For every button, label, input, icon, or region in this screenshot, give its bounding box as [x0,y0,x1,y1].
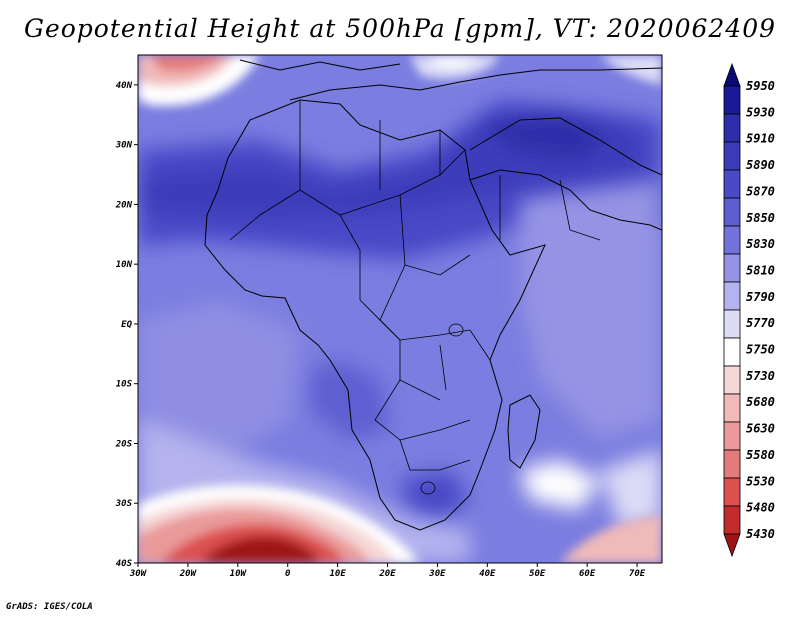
lon-tick-label: 40E [479,569,496,579]
colorbar-label: 5430 [746,527,775,541]
country-borders [229,100,601,471]
colorbar-label: 5480 [746,501,775,515]
colorbar-label: 5850 [746,211,775,225]
longitude-axis: 30W 20W 10W 0 10E 20E 30E 40E 50E 60E 70E [129,563,646,579]
colorbar-bin [723,253,741,283]
lon-tick-label: 0 [285,569,291,579]
height-field [138,55,662,563]
lon-tick-label: 20E [378,569,396,579]
colorbar-bin [723,477,741,507]
colorbar-label: 5770 [746,316,775,330]
colorbar-label: 5810 [746,263,775,277]
colorbar-label: 5930 [746,105,775,119]
colorbar-bin [723,85,741,115]
colorbar-bin [723,449,741,479]
colorbar-label: 5830 [746,237,775,251]
lon-tick-label: 60E [579,569,596,579]
lat-tick-label: 10S [116,380,133,390]
colorbar-label: 5890 [746,158,775,172]
lat-tick-label: 20S [115,439,133,449]
lat-tick-label: 30N [115,141,133,151]
colorbar-bin [723,169,741,199]
colorbar-label: 5730 [746,369,775,383]
colorbar-bin [723,225,741,255]
colorbar-bin [723,505,741,535]
colorbar-label: 5580 [746,448,775,462]
colorbar-label: 5950 [746,79,775,93]
lon-tick-label: 10E [329,569,346,579]
colorbar-label: 5790 [746,290,775,304]
lon-tick-label: 20W [179,569,198,579]
lon-tick-label: 10W [230,569,248,579]
colorbar-label: 5750 [746,343,775,357]
colorbar-label: 5910 [746,132,775,146]
lat-tick-label: 40N [116,81,133,91]
colorbar-label: 5630 [746,422,775,436]
colorbar-bin [723,393,741,423]
colorbar-bin [723,365,741,395]
map-frame [137,54,663,564]
colorbar-bin [723,113,741,143]
lakes [420,323,464,495]
latitude-axis: 40N 30N 20N 10N EQ 10S 20S 30S 40S [115,81,138,569]
map-title: Geopotential Height at 500hPa [gpm], VT:… [23,14,777,43]
low-north [138,55,662,106]
lat-tick-label: 10N [116,260,133,270]
colorbar-min-arrow [723,533,741,558]
lat-tick-label: 40S [116,559,133,569]
colorbar-bin [723,337,741,367]
colorbar-bin [723,197,741,227]
colorbar-bin [723,421,741,451]
colorbar-bin [723,281,741,311]
low-south [138,485,662,563]
lat-tick-label: EQ [121,320,132,330]
grads-credit: GrADS: IGES/COLA [6,602,93,612]
lon-tick-label: 50E [529,569,546,579]
colorbar-label: 5530 [746,474,775,488]
colorbar-label: 5680 [746,395,775,409]
lon-tick-label: 30W [129,569,148,579]
lon-tick-label: 30E [428,569,446,579]
colorbar-label: 5870 [746,184,775,198]
colorbar-bin [723,309,741,339]
colorbar-bin [723,141,741,171]
lat-tick-label: 30S [115,499,133,509]
lat-tick-label: 20N [115,200,133,210]
colorbar: 5950 5930 5910 5890 5870 5850 5830 5810 5790 5770… [723,62,775,558]
colorbar-max-arrow [723,62,741,87]
lon-tick-label: 70E [629,569,646,579]
